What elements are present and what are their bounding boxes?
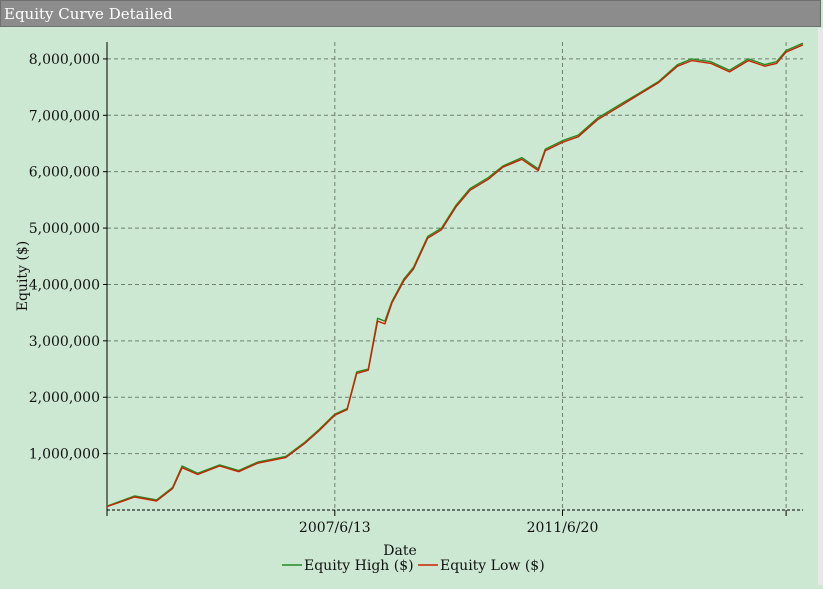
x-tick-label: 2011/6/20	[527, 520, 599, 536]
series-line-equity-low	[106, 44, 804, 508]
axes	[103, 42, 803, 516]
legend: Equity High ($) Equity Low ($)	[282, 558, 545, 574]
x-tick-label: 2007/6/13	[299, 520, 371, 536]
y-tick-label: 7,000,000	[29, 108, 100, 124]
y-tick-label: 8,000,000	[29, 52, 100, 68]
equity-chart: 1,000,000 2,000,000 3,000,000 4,000,000 5,00…	[15, 42, 804, 574]
grid-lines	[107, 42, 803, 510]
series-line-equity-high	[106, 42, 804, 507]
y-axis-title: Equity ($)	[15, 241, 31, 312]
y-tick-label: 3,000,000	[29, 334, 100, 350]
window-title: Equity Curve Detailed	[4, 5, 173, 23]
series-lines	[106, 42, 804, 508]
legend-label: Equity Low ($)	[440, 558, 545, 574]
x-axis-title: Date	[383, 543, 416, 559]
window-titlebar: Equity Curve Detailed	[0, 0, 821, 27]
right-border	[818, 28, 823, 585]
y-tick-label: 5,000,000	[29, 221, 100, 237]
y-tick-label: 1,000,000	[29, 447, 100, 463]
y-tick-label: 4,000,000	[29, 277, 100, 293]
legend-label: Equity High ($)	[304, 558, 414, 574]
chart-area: 1,000,000 2,000,000 3,000,000 4,000,000 5,00…	[0, 28, 823, 585]
axis-labels: 1,000,000 2,000,000 3,000,000 4,000,000 5,00…	[15, 52, 598, 559]
y-tick-label: 6,000,000	[29, 165, 100, 181]
y-tick-label: 2,000,000	[29, 390, 100, 406]
